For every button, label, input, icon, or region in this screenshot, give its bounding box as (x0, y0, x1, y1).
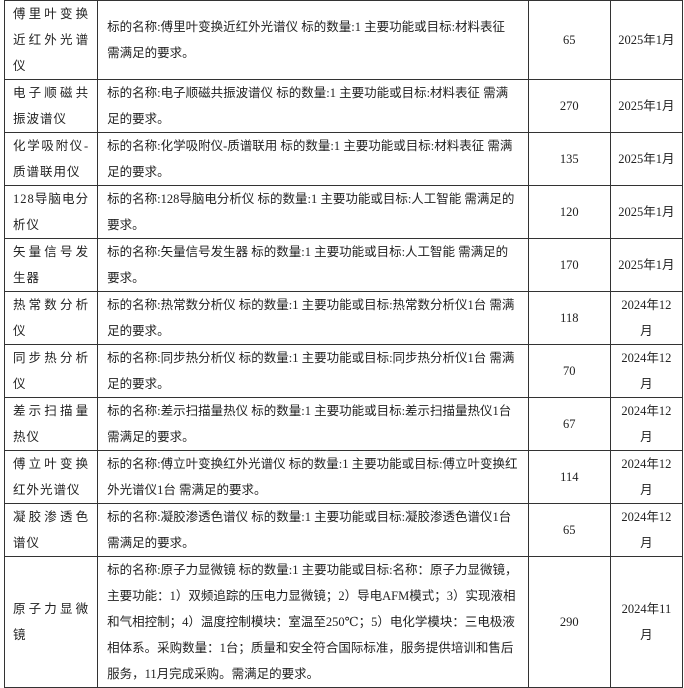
item-name-cell: 差示扫描量热仪 (3, 397, 99, 451)
item-quantity-cell: 67 (527, 397, 611, 451)
table-row: 矢量信号发生器 标的名称:矢量信号发生器 标的数量:1 主要功能或目标:人工智能 … (3, 238, 684, 292)
item-description-cell: 标的名称:矢量信号发生器 标的数量:1 主要功能或目标:人工智能 需满足的要求。 (97, 238, 529, 292)
item-date-cell: 2025年1月 (609, 238, 684, 292)
item-name-cell: 凝胶渗透色谱仪 (3, 503, 99, 557)
item-description-cell: 标的名称:凝胶渗透色谱仪 标的数量:1 主要功能或目标:凝胶渗透色谱仪1台 需满… (97, 503, 529, 557)
item-quantity-cell: 65 (527, 503, 611, 557)
item-description-cell: 标的名称:傅里叶变换近红外光谱仪 标的数量:1 主要功能或目标:材料表征 需满足… (97, 0, 529, 80)
item-quantity-cell: 120 (527, 185, 611, 239)
item-quantity-cell: 270 (527, 79, 611, 133)
item-date-cell: 2024年12月 (609, 291, 684, 345)
table-row: 同步热分析仪 标的名称:同步热分析仪 标的数量:1 主要功能或目标:同步热分析仪1… (3, 344, 684, 398)
item-date-cell: 2024年12月 (609, 344, 684, 398)
item-name-cell: 128导脑电分析仪 (3, 185, 99, 239)
procurement-table: 傅里叶变换近红外光谱仪 标的名称:傅里叶变换近红外光谱仪 标的数量:1 主要功能或… (3, 0, 684, 688)
item-description-cell: 标的名称:差示扫描量热仪 标的数量:1 主要功能或目标:差示扫描量热仪1台 需满… (97, 397, 529, 451)
item-name-cell: 傅里叶变换近红外光谱仪 (3, 0, 99, 80)
item-name-cell: 化学吸附仪-质谱联用仪 (3, 132, 99, 186)
item-name-cell: 热常数分析仪 (3, 291, 99, 345)
item-description-cell: 标的名称:原子力显微镜 标的数量:1 主要功能或目标:名称：原子力显微镜，主要功… (97, 556, 529, 688)
item-date-cell: 2024年12月 (609, 450, 684, 504)
item-name-cell: 同步热分析仪 (3, 344, 99, 398)
table-row: 凝胶渗透色谱仪 标的名称:凝胶渗透色谱仪 标的数量:1 主要功能或目标:凝胶渗透色… (3, 503, 684, 557)
item-date-cell: 2025年1月 (609, 132, 684, 186)
item-description-cell: 标的名称:化学吸附仪-质谱联用 标的数量:1 主要功能或目标:材料表征 需满足的… (97, 132, 529, 186)
item-quantity-cell: 135 (527, 132, 611, 186)
item-date-cell: 2024年12月 (609, 397, 684, 451)
item-description-cell: 标的名称:电子顺磁共振波谱仪 标的数量:1 主要功能或目标:材料表征 需满足的要… (97, 79, 529, 133)
item-quantity-cell: 290 (527, 556, 611, 688)
item-quantity-cell: 114 (527, 450, 611, 504)
item-name-cell: 电子顺磁共振波谱仪 (3, 79, 99, 133)
table-row: 原子力显微镜 标的名称:原子力显微镜 标的数量:1 主要功能或目标:名称：原子力显… (3, 556, 684, 688)
item-date-cell: 2025年1月 (609, 0, 684, 80)
item-date-cell: 2024年11月 (609, 556, 684, 688)
item-name-cell: 傅立叶变换红外光谱仪 (3, 450, 99, 504)
item-description-cell: 标的名称:128导脑电分析仪 标的数量:1 主要功能或目标:人工智能 需满足的要… (97, 185, 529, 239)
table-row: 热常数分析仪 标的名称:热常数分析仪 标的数量:1 主要功能或目标:热常数分析仪1… (3, 291, 684, 345)
table-row: 差示扫描量热仪 标的名称:差示扫描量热仪 标的数量:1 主要功能或目标:差示扫描量… (3, 397, 684, 451)
item-name-cell: 原子力显微镜 (3, 556, 99, 688)
item-date-cell: 2024年12月 (609, 503, 684, 557)
item-quantity-cell: 170 (527, 238, 611, 292)
table-row: 128导脑电分析仪 标的名称:128导脑电分析仪 标的数量:1 主要功能或目标:人… (3, 185, 684, 239)
procurement-table-body: 傅里叶变换近红外光谱仪 标的名称:傅里叶变换近红外光谱仪 标的数量:1 主要功能或… (3, 0, 684, 688)
item-description-cell: 标的名称:热常数分析仪 标的数量:1 主要功能或目标:热常数分析仪1台 需满足的… (97, 291, 529, 345)
item-description-cell: 标的名称:同步热分析仪 标的数量:1 主要功能或目标:同步热分析仪1台 需满足的… (97, 344, 529, 398)
table-row: 化学吸附仪-质谱联用仪 标的名称:化学吸附仪-质谱联用 标的数量:1 主要功能或目… (3, 132, 684, 186)
item-date-cell: 2025年1月 (609, 185, 684, 239)
item-quantity-cell: 70 (527, 344, 611, 398)
item-name-cell: 矢量信号发生器 (3, 238, 99, 292)
item-quantity-cell: 118 (527, 291, 611, 345)
table-row: 傅立叶变换红外光谱仪 标的名称:傅立叶变换红外光谱仪 标的数量:1 主要功能或目标… (3, 450, 684, 504)
table-row: 傅里叶变换近红外光谱仪 标的名称:傅里叶变换近红外光谱仪 标的数量:1 主要功能或… (3, 0, 684, 80)
table-row: 电子顺磁共振波谱仪 标的名称:电子顺磁共振波谱仪 标的数量:1 主要功能或目标:材… (3, 79, 684, 133)
item-date-cell: 2025年1月 (609, 79, 684, 133)
item-quantity-cell: 65 (527, 0, 611, 80)
item-description-cell: 标的名称:傅立叶变换红外光谱仪 标的数量:1 主要功能或目标:傅立叶变换红外光谱… (97, 450, 529, 504)
